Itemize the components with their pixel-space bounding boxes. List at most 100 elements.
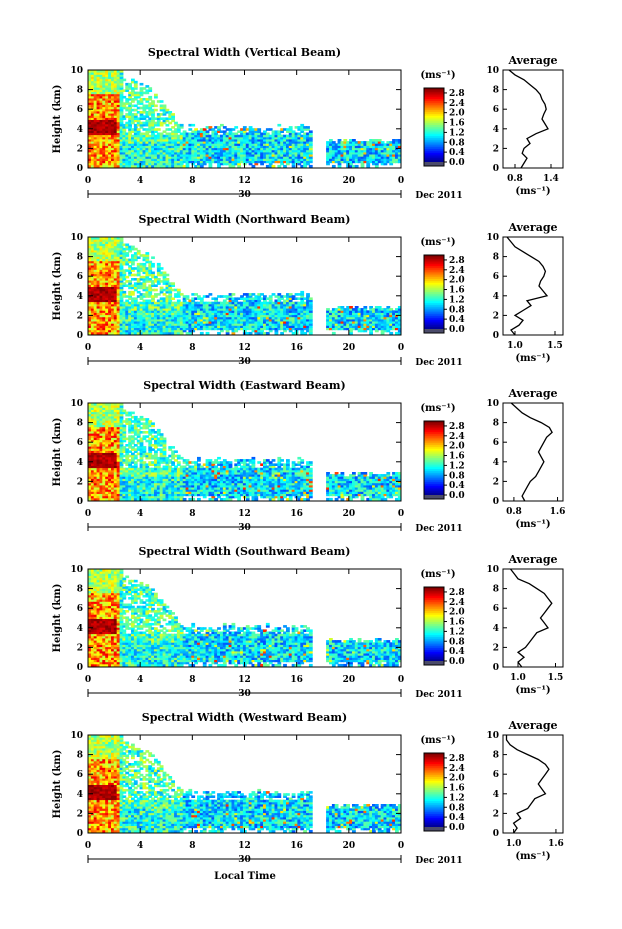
heatmap-cell <box>102 441 107 445</box>
heatmap-cell <box>205 327 210 331</box>
heatmap-cell <box>102 237 107 240</box>
heatmap-cell <box>217 136 221 140</box>
heatmap-cell <box>88 433 92 436</box>
heatmap-cell <box>176 136 181 140</box>
heatmap-cell <box>360 310 365 313</box>
heatmap-cell <box>105 252 109 255</box>
heatmap-cell <box>108 321 112 324</box>
heatmap-cell <box>286 297 290 300</box>
heatmap-cell <box>165 331 170 335</box>
heatmap-cell <box>105 123 109 127</box>
heatmap-cell <box>93 308 98 311</box>
heatmap-cell <box>90 452 95 456</box>
heatmap-cell <box>363 329 368 333</box>
heatmap-cell <box>202 139 207 142</box>
heatmap-cell <box>237 308 241 311</box>
heatmap-cell <box>211 141 216 144</box>
heatmap-cell <box>283 321 287 324</box>
heatmap-cell <box>168 329 173 333</box>
heatmap-cell <box>111 239 115 242</box>
heatmap-cell <box>231 154 236 157</box>
heatmap-cell <box>99 467 104 471</box>
heatmap-cell <box>113 411 118 415</box>
heatmap-cell <box>116 254 121 257</box>
heatmap-cell <box>271 325 276 328</box>
heatmap-cell <box>113 243 118 247</box>
heatmap-cell <box>151 102 155 105</box>
heatmap-cell <box>240 132 244 136</box>
heatmap-cell <box>113 256 118 259</box>
heatmap-cell <box>268 308 273 311</box>
heatmap-cell <box>245 134 250 138</box>
heatmap-cell <box>265 134 270 138</box>
heatmap-cell <box>242 139 247 142</box>
heatmap-cell <box>105 162 109 166</box>
heatmap-cell <box>211 325 216 328</box>
heatmap-cell <box>90 446 95 449</box>
heatmap-cell <box>199 151 204 155</box>
heatmap-cell <box>113 497 118 501</box>
heatmap-cell <box>168 323 173 326</box>
heatmap-cell <box>105 76 109 80</box>
heatmap-cell <box>119 267 124 270</box>
heatmap-cell <box>306 327 310 331</box>
heatmap-cell <box>105 441 109 445</box>
heatmap-cell <box>372 149 376 153</box>
heatmap-cell <box>197 297 201 300</box>
heatmap-cell <box>90 158 95 161</box>
heatmap-cell <box>283 299 287 303</box>
heatmap-cell <box>271 145 276 149</box>
heatmap-cell <box>148 130 153 133</box>
heatmap-cell <box>136 132 141 136</box>
heatmap-cell <box>99 459 104 462</box>
heatmap-cell <box>116 160 121 164</box>
heatmap-cell <box>102 271 107 275</box>
heatmap-cell <box>133 123 138 127</box>
heatmap-cell <box>93 128 98 131</box>
heatmap-cell <box>179 316 184 320</box>
heatmap-cell <box>108 89 112 92</box>
heatmap-cell <box>363 143 368 146</box>
heatmap-cell <box>251 130 256 133</box>
heatmap-cell <box>283 139 287 142</box>
heatmap-cell <box>217 139 221 142</box>
heatmap-cell <box>88 472 92 475</box>
colorbar-swatch <box>424 136 444 139</box>
heatmap-cell <box>257 327 262 331</box>
heatmap-cell <box>254 145 259 149</box>
heatmap-cell <box>199 154 204 157</box>
heatmap-cell <box>102 297 107 300</box>
heatmap-cell <box>300 303 305 307</box>
heatmap-cell <box>102 413 107 417</box>
heatmap-cell <box>308 154 313 157</box>
heatmap-cell <box>197 141 201 144</box>
heatmap-cell <box>105 106 109 110</box>
heatmap-cell <box>214 141 218 144</box>
heatmap-cell <box>329 312 333 316</box>
heatmap-cell <box>263 134 267 138</box>
heatmap-cell <box>222 158 227 161</box>
heatmap-cell <box>142 269 147 272</box>
heatmap-cell <box>234 308 239 311</box>
heatmap-cell <box>286 318 290 322</box>
heatmap-cell <box>294 132 299 136</box>
y-tick-label: 6 <box>77 105 83 115</box>
heatmap-cell <box>349 312 353 316</box>
heatmap-cell <box>277 312 282 316</box>
colorbar-unit: (ms⁻¹) <box>420 237 455 248</box>
heatmap-cell <box>389 312 394 316</box>
heatmap-cell <box>90 247 95 251</box>
avg-y-tick-label: 2 <box>493 311 499 321</box>
heatmap-cell <box>234 299 239 303</box>
heatmap-cell <box>105 433 109 436</box>
heatmap-cell <box>185 321 190 324</box>
heatmap-cell <box>93 247 98 251</box>
heatmap-cell <box>168 154 173 157</box>
heatmap-cell <box>188 325 193 328</box>
heatmap-cell <box>202 303 207 307</box>
heatmap-cell <box>122 151 127 155</box>
heatmap-cell <box>133 80 138 84</box>
heatmap-cell <box>108 316 112 320</box>
heatmap-cell <box>303 147 307 151</box>
